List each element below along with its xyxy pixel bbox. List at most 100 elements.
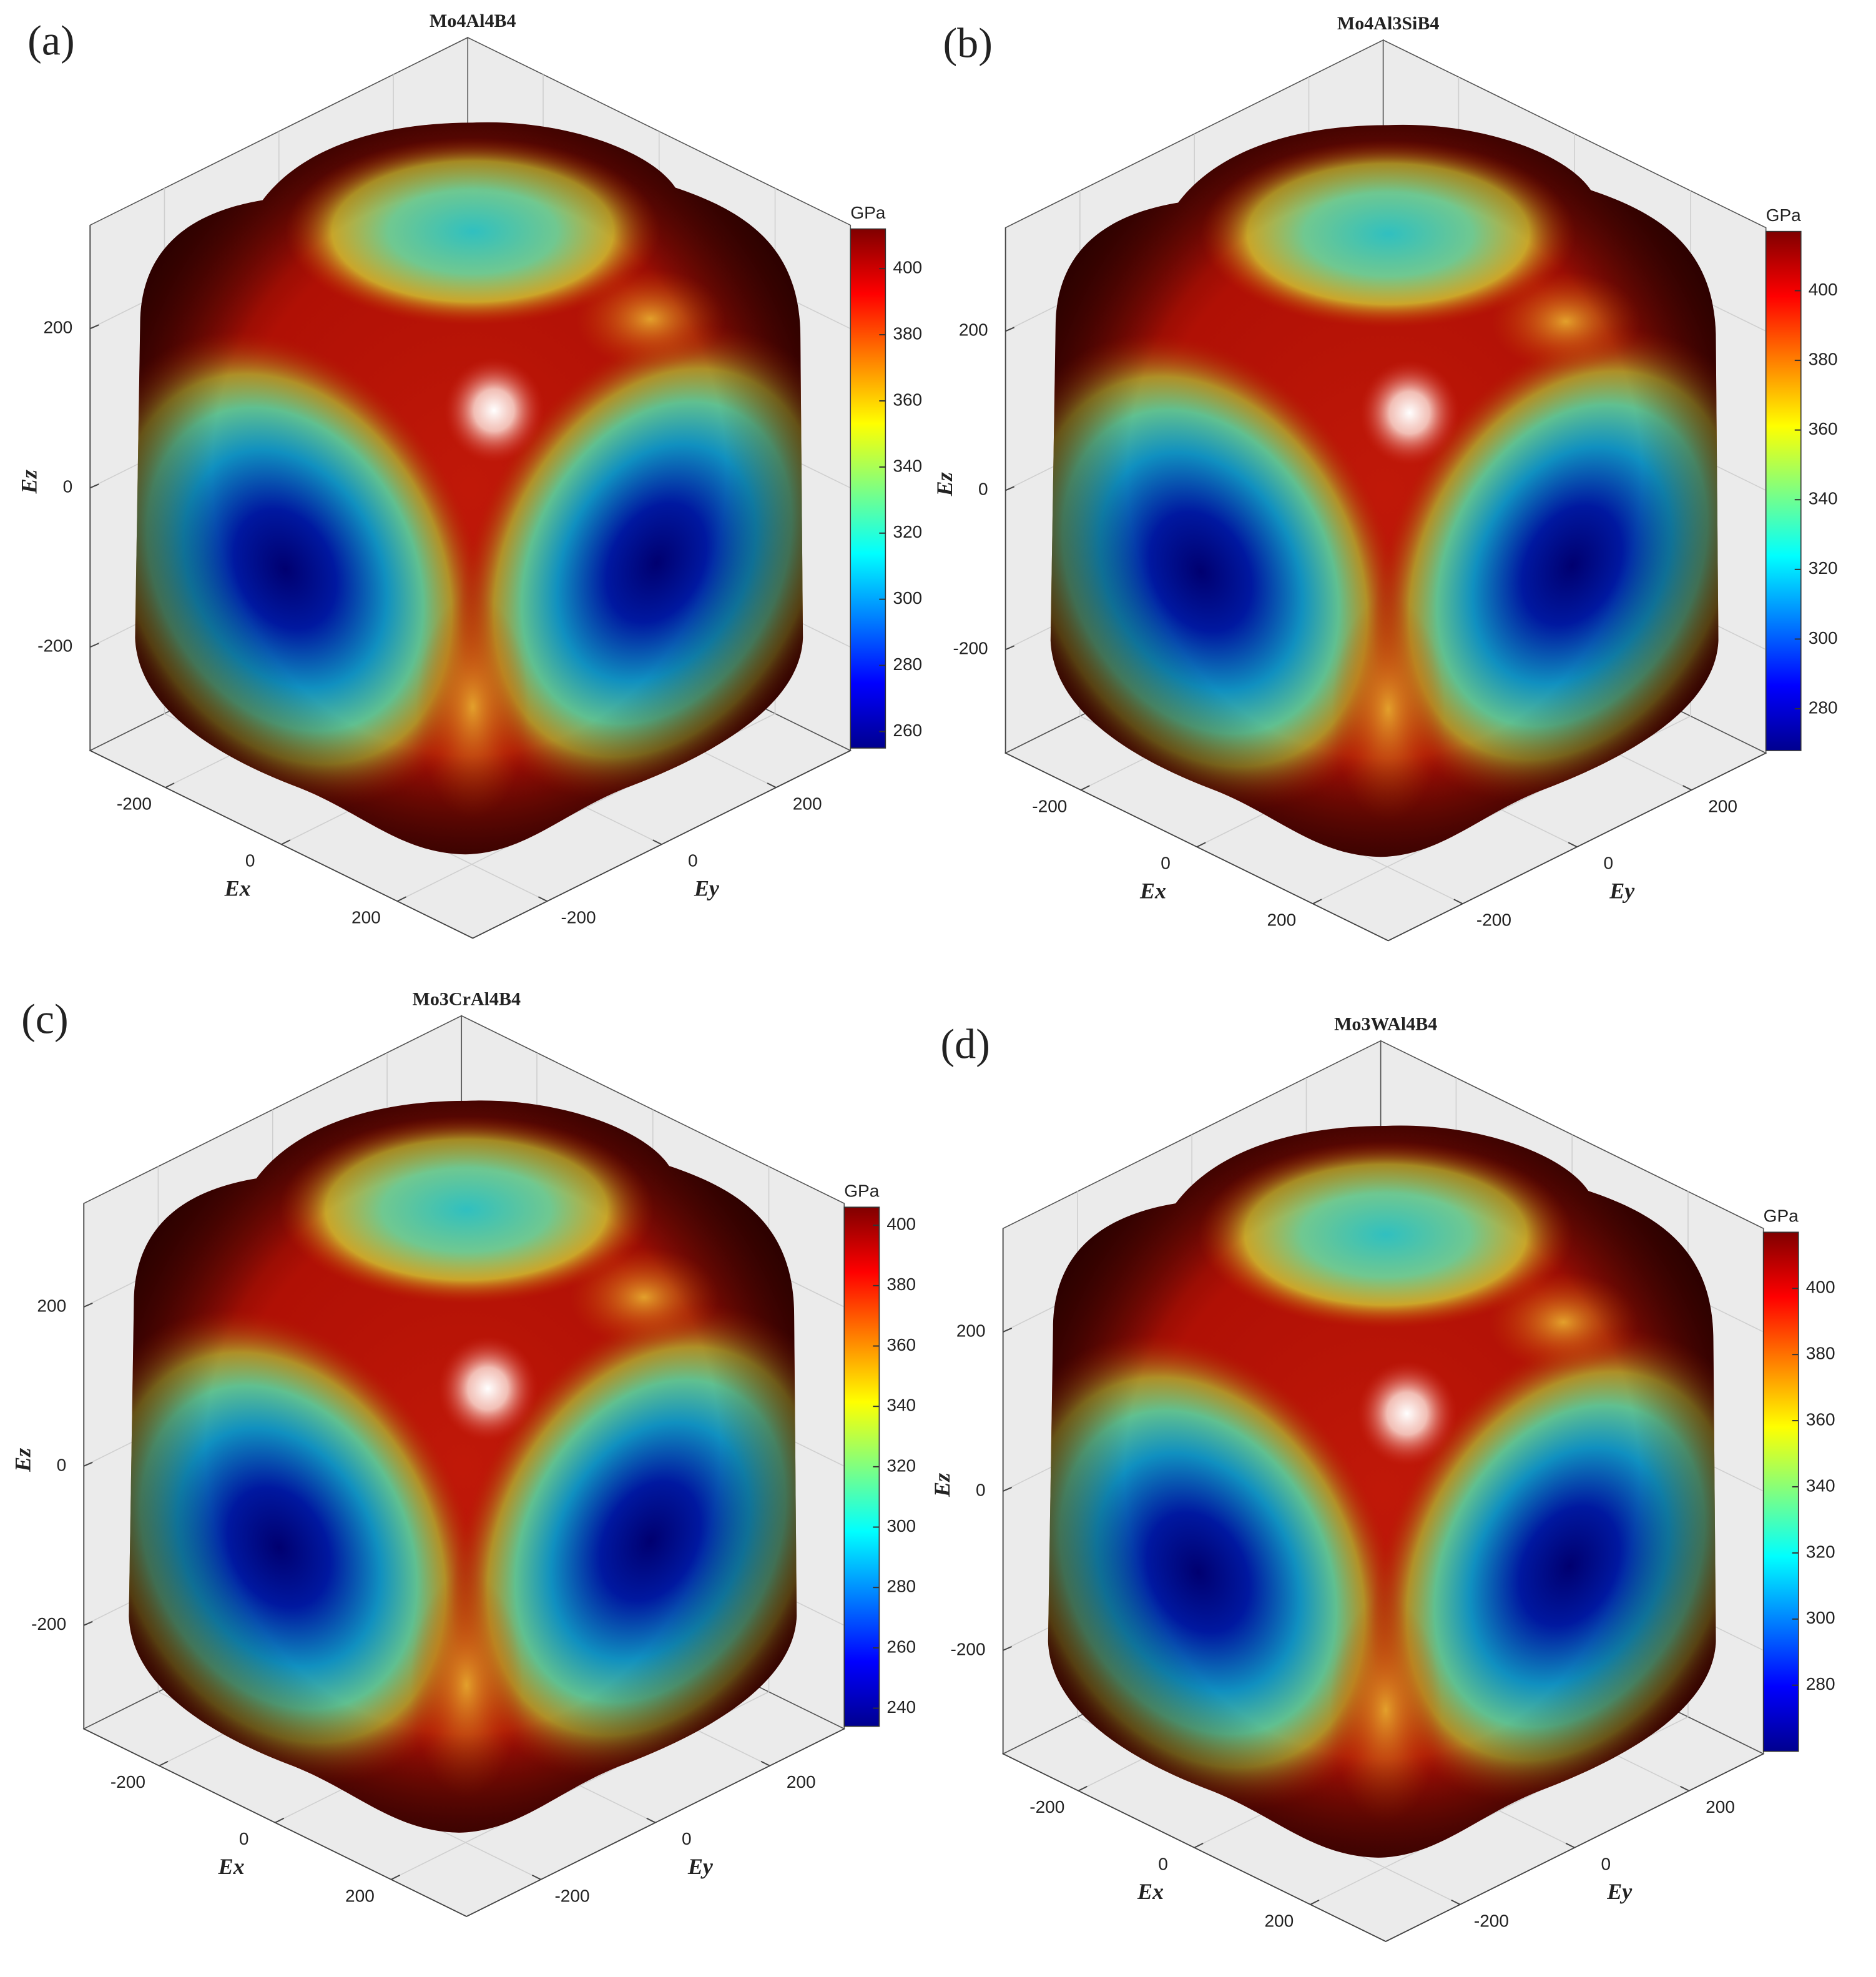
x-tick-label: 200 — [1267, 910, 1296, 930]
highlight — [1357, 1361, 1457, 1466]
highlight — [444, 357, 544, 463]
z-tick — [1003, 1328, 1013, 1333]
y-tick — [646, 1817, 656, 1823]
colorbar — [1765, 230, 1802, 751]
y-tick-label: 200 — [787, 1772, 816, 1792]
panel-label: (a) — [27, 17, 75, 64]
z-tick — [83, 1302, 93, 1308]
colorbar-tick-label: 300 — [893, 588, 922, 608]
colorbar-tick-label: 320 — [886, 1456, 916, 1475]
y-tick — [652, 839, 662, 846]
x-axis-label: Ex — [1139, 879, 1166, 904]
z-tick — [83, 1620, 93, 1626]
y-tick — [760, 1760, 770, 1767]
x-tick-label: -200 — [1029, 1797, 1064, 1817]
colorbar-tick-label: 260 — [893, 721, 922, 740]
x-tick — [281, 839, 291, 846]
x-axis-label: Ex — [218, 1854, 245, 1879]
chart-title: Mo3WAl4B4 — [1334, 1014, 1437, 1035]
z-tick — [83, 1461, 93, 1467]
z-tick — [1005, 327, 1015, 332]
x-tick — [275, 1817, 285, 1823]
y-tick-label: 0 — [1603, 854, 1613, 873]
z-tick — [1003, 1645, 1013, 1651]
surface-rim — [1050, 124, 1719, 857]
x-tick — [1080, 785, 1090, 791]
colorbar-tick-label: 300 — [1809, 628, 1838, 648]
x-tick-label: 200 — [1264, 1911, 1294, 1930]
y-tick — [767, 782, 777, 789]
z-axis-label: Ez — [930, 1473, 955, 1497]
z-tick-label: -200 — [951, 1639, 986, 1659]
colorbar-tick-label: 320 — [1806, 1542, 1835, 1561]
colorbar-tick-label: 340 — [886, 1396, 916, 1415]
z-tick-label: 0 — [57, 1455, 67, 1474]
panel: -200 0 200 -200 0 200 -200 0 200 Ex Ey Ez Mo4Al4B4 (a… — [16, 11, 922, 939]
colorbar-tick-label: 360 — [1809, 419, 1838, 438]
colorbar-tick-label: 340 — [1809, 489, 1838, 508]
y-axis-label: Ey — [687, 1854, 714, 1879]
colorbar-tick-label: 400 — [1806, 1278, 1835, 1297]
y-tick — [531, 1874, 541, 1880]
z-tick — [89, 483, 99, 489]
y-tick — [1453, 899, 1463, 905]
y-tick — [1682, 785, 1692, 791]
y-tick — [538, 896, 548, 902]
z-axis-label: Ez — [10, 1448, 35, 1472]
colorbar-tick-label: 380 — [1809, 349, 1838, 368]
z-tick-label: -200 — [37, 636, 72, 656]
y-tick — [1680, 1785, 1689, 1792]
colorbar-tick-label: 280 — [893, 654, 922, 674]
colorbar-tick-label: 340 — [1806, 1476, 1835, 1495]
x-tick-label: -200 — [117, 794, 152, 814]
panel: -200 0 200 -200 0 200 -200 0 200 Ex Ey Ez Mo3CrAl4B4… — [10, 989, 916, 1917]
y-tick-label: -200 — [1474, 1911, 1509, 1930]
colorbar-label: GPa — [850, 203, 886, 222]
z-tick-label: 0 — [63, 477, 73, 496]
surface-shading — [1050, 124, 1719, 857]
y-tick-label: 0 — [682, 1829, 692, 1848]
z-tick — [89, 324, 99, 330]
z-tick — [1003, 1486, 1013, 1492]
colorbar-tick-label: 340 — [893, 456, 922, 475]
x-tick-label: 0 — [239, 1829, 249, 1848]
panel-label: (d) — [941, 1020, 990, 1067]
surface-rim — [129, 1100, 797, 1833]
x-tick — [1312, 899, 1322, 905]
y-tick-label: 0 — [688, 851, 698, 870]
x-tick — [1194, 1842, 1204, 1848]
colorbar-tick-label: 360 — [886, 1335, 916, 1354]
colorbar-tick-label: 320 — [1809, 558, 1838, 578]
x-tick — [165, 782, 175, 789]
panel-label: (b) — [943, 19, 993, 67]
y-tick-label: 200 — [793, 794, 822, 814]
y-tick-label: 200 — [1708, 797, 1737, 816]
colorbar — [850, 228, 886, 749]
y-axis-label: Ey — [694, 876, 720, 901]
x-tick-label: 0 — [245, 851, 255, 870]
chart-title: Mo4Al3SiB4 — [1337, 13, 1440, 34]
x-tick — [159, 1760, 169, 1767]
panel-label: (c) — [21, 995, 69, 1042]
x-tick — [391, 1874, 400, 1880]
z-tick-label: 200 — [956, 1321, 986, 1340]
highlight — [438, 1336, 538, 1441]
colorbar-tick-label: 280 — [886, 1577, 916, 1596]
colorbar-tick-label: 400 — [1809, 280, 1838, 299]
highlight — [1359, 360, 1460, 466]
x-tick — [1310, 1900, 1320, 1905]
panel: -200 0 200 -200 0 200 -200 0 200 Ex Ey Ez Mo3WAl4B4 (… — [930, 1014, 1835, 1943]
colorbar — [1762, 1231, 1799, 1752]
z-tick-label: 200 — [37, 1296, 66, 1315]
y-tick-label: -200 — [554, 1886, 589, 1905]
colorbar-tick-label: 380 — [1806, 1344, 1835, 1363]
colorbar-tick-label: 360 — [893, 390, 922, 409]
y-tick-label: -200 — [1476, 910, 1511, 930]
y-axis-label: Ey — [1609, 879, 1635, 904]
y-axis-label: Ey — [1606, 1879, 1633, 1904]
x-tick-label: -200 — [1032, 797, 1067, 816]
y-tick — [1451, 1900, 1461, 1905]
colorbar-tick-label: 240 — [886, 1697, 916, 1717]
z-tick — [89, 643, 99, 648]
